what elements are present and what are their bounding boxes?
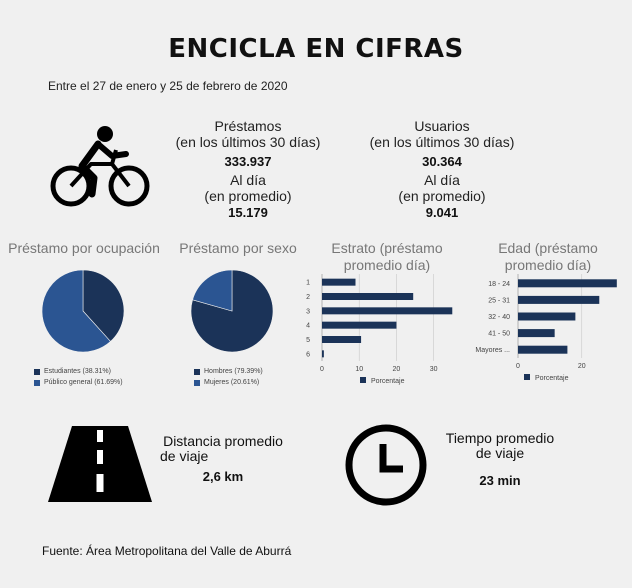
bar-3 xyxy=(518,329,555,338)
prestamos-label: Préstamos (en los últimos 30 días) xyxy=(175,118,321,150)
bar-1 xyxy=(518,295,600,304)
legend-label: Hombres (79.39%) xyxy=(204,368,263,375)
chart-sexo-title: Préstamo por sexo xyxy=(179,240,297,256)
chart-ocupacion-title: Préstamo por ocupación xyxy=(8,240,160,256)
legend-label: Mujeres (20.61%) xyxy=(204,379,260,386)
legend-swatch xyxy=(524,374,530,380)
bar-2 xyxy=(518,312,576,321)
chart-estrato-title: Estrato (préstamo promedio día) xyxy=(331,240,443,273)
y-category-label: 32 - 40 xyxy=(488,314,510,321)
prestamos-value: 333.937 xyxy=(224,154,272,169)
bar-0 xyxy=(322,278,356,286)
pie-slice-1 xyxy=(41,269,111,353)
usuarios-label: Usuarios (en los últimos 30 días) xyxy=(369,118,515,150)
source-note: Fuente: Área Metropolitana del Valle de … xyxy=(42,544,292,558)
y-category-label: 4 xyxy=(306,323,310,330)
legend-swatch xyxy=(194,368,200,375)
road-icon xyxy=(48,426,152,502)
pie-slice-0 xyxy=(82,269,125,342)
bar-0 xyxy=(518,279,617,288)
y-category-label: 18 - 24 xyxy=(488,281,510,288)
chart-sexo-legend: Hombres (79.39%) Mujeres (20.61%) xyxy=(194,366,263,388)
y-category-label: 6 xyxy=(306,351,310,358)
distancia-label: Distancia promedio de viaje xyxy=(160,433,283,464)
x-tick-label: 20 xyxy=(393,366,401,373)
pie-slice-1 xyxy=(192,269,233,312)
pie-slice-0 xyxy=(190,269,274,353)
date-range: Entre el 27 de enero y 25 de febrero de … xyxy=(48,79,288,93)
legend-swatch xyxy=(34,379,40,386)
usuarios-daily-value: 9.041 xyxy=(425,205,459,220)
x-tick-label: 10 xyxy=(355,366,363,373)
legend-swatch xyxy=(34,368,40,375)
x-tick-label: 0 xyxy=(320,366,324,373)
chart-ocupacion-pie xyxy=(41,269,125,353)
chart-ocupacion-legend: Estudiantes (38.31%) Público general (61… xyxy=(34,366,123,388)
bar-3 xyxy=(322,321,397,329)
clock-icon xyxy=(345,424,427,506)
y-category-label: 1 xyxy=(306,280,310,287)
x-tick-label: 0 xyxy=(516,363,520,370)
chart-edad-title: Edad (préstamo promedio día) xyxy=(498,240,598,273)
y-category-label: 5 xyxy=(306,337,310,344)
chart-estrato-bar: 0 10 20 30 1 2 3 4 5 6 Porcentaje xyxy=(306,274,453,385)
usuarios-daily-label: Al día (en promedio) xyxy=(398,172,486,204)
legend-swatch xyxy=(360,377,366,383)
y-category-label: 41 - 50 xyxy=(488,331,510,338)
distancia-value: 2,6 km xyxy=(202,469,244,484)
usuarios-value: 30.364 xyxy=(422,154,462,169)
tiempo-label: Tiempo promedio de viaje xyxy=(445,430,555,461)
bar-2 xyxy=(322,307,453,315)
legend-swatch xyxy=(194,379,200,386)
prestamos-daily-label: Al día (en promedio) xyxy=(204,172,292,204)
chart-sexo-pie xyxy=(190,269,274,353)
y-category-label: 2 xyxy=(306,294,310,301)
y-category-label: 25 - 31 xyxy=(488,297,510,304)
bar-4 xyxy=(518,345,568,354)
legend-label: Porcentaje xyxy=(535,375,569,382)
y-category-label: 3 xyxy=(306,308,310,315)
bar-1 xyxy=(322,293,414,300)
y-category-label: Mayores ... xyxy=(475,347,510,354)
bar-4 xyxy=(322,336,362,343)
bar-5 xyxy=(322,350,324,358)
x-tick-label: 30 xyxy=(430,366,438,373)
legend-label: Porcentaje xyxy=(371,378,405,385)
legend-label: Estudiantes (38.31%) xyxy=(44,368,111,375)
bicycle-rider-icon xyxy=(50,126,150,207)
chart-edad-bar: 0 20 18 - 24 25 - 31 32 - 40 41 - 50 Mayores .… xyxy=(475,274,617,382)
x-tick-label: 20 xyxy=(578,363,586,370)
prestamos-daily-value: 15.179 xyxy=(228,205,268,220)
tiempo-value: 23 min xyxy=(479,473,521,488)
page-title: ENCICLA EN CIFRAS xyxy=(168,34,464,64)
legend-label: Público general (61.69%) xyxy=(44,379,123,386)
